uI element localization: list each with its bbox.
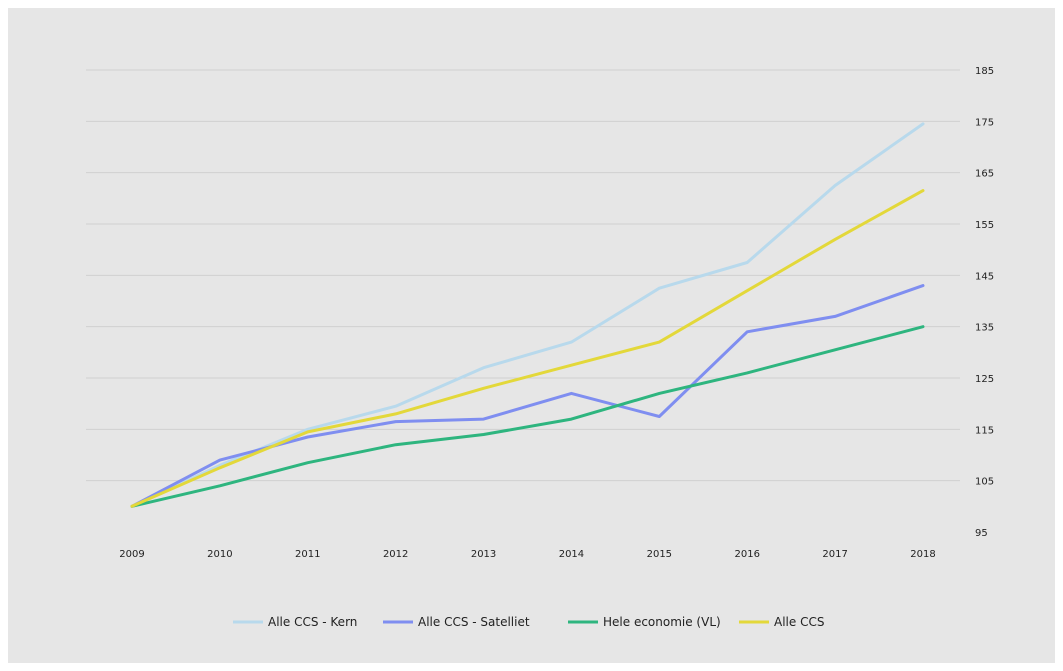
legend-label: Alle CCS - Satelliet (418, 615, 530, 629)
y-tick-label: 185 (975, 66, 994, 77)
series-line-3 (130, 189, 925, 508)
x-tick-label: 2013 (471, 549, 496, 560)
x-tick-label: 2016 (734, 549, 759, 560)
x-tick-label: 2014 (559, 549, 584, 560)
x-tick-label: 2011 (295, 549, 320, 560)
y-tick-label: 115 (975, 425, 994, 436)
legend-item: Alle CCS - Satelliet (383, 615, 530, 629)
x-tick-label: 2009 (119, 549, 144, 560)
y-tick-label: 95 (975, 528, 988, 539)
legend-item: Alle CCS (739, 615, 824, 629)
y-tick-label: 155 (975, 220, 994, 231)
legend-label: Alle CCS (774, 615, 824, 629)
y-tick-label: 125 (975, 374, 994, 385)
x-tick-label: 2017 (822, 549, 847, 560)
chart-frame (8, 8, 1055, 663)
gridlines (86, 69, 960, 482)
legend-label: Alle CCS - Kern (268, 615, 357, 629)
legend-label: Hele economie (VL) (603, 615, 721, 629)
x-tick-label: 2012 (383, 549, 408, 560)
y-tick-label: 175 (975, 117, 994, 128)
series-line-2 (130, 325, 925, 508)
legend-item: Hele economie (VL) (568, 615, 721, 629)
y-tick-label: 165 (975, 169, 994, 180)
x-tick-label: 2018 (910, 549, 935, 560)
y-axis-tick-labels: 95 105 115 125 135 145 155 165 175 185 (975, 66, 994, 539)
series-line-1 (130, 284, 925, 508)
series-line-0 (130, 122, 925, 508)
x-tick-label: 2010 (207, 549, 232, 560)
series-lines (130, 122, 925, 508)
legend-item: Alle CCS - Kern (233, 615, 357, 629)
y-tick-label: 145 (975, 271, 994, 282)
y-tick-label: 135 (975, 323, 994, 334)
y-tick-label: 105 (975, 477, 994, 488)
legend: Alle CCS - Kern Alle CCS - Satelliet Hele … (233, 615, 824, 629)
x-tick-label: 2015 (647, 549, 672, 560)
x-axis-tick-labels: 2009 2010 2011 2012 2013 2014 2015 2016 2017 2018 (119, 549, 935, 560)
